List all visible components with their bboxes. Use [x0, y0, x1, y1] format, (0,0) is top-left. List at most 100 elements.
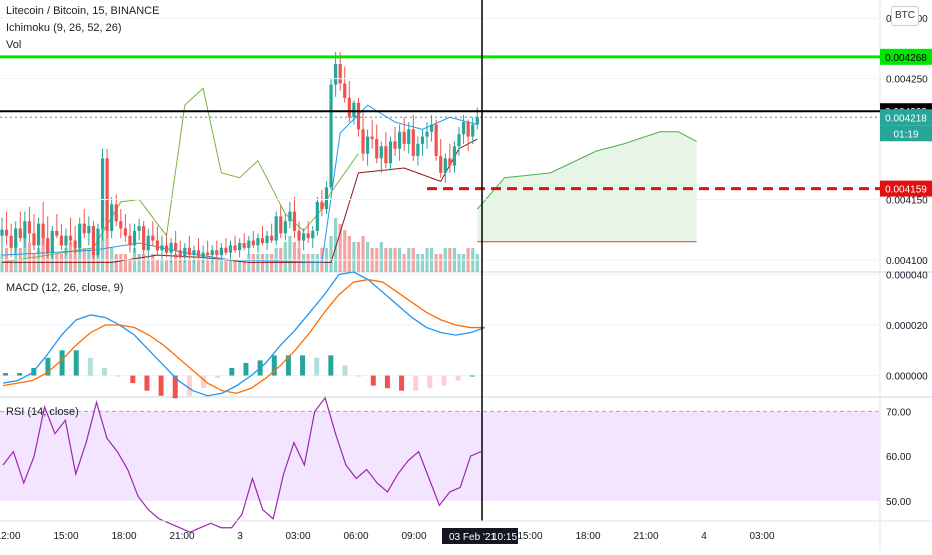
volume-bar — [164, 260, 169, 272]
candle-body — [68, 235, 73, 241]
volume-bar — [174, 254, 178, 272]
candle-body — [196, 250, 201, 258]
volume-bar — [151, 254, 155, 272]
macd-histogram-bar — [158, 375, 164, 396]
price-tick-label: 0.004250 — [886, 75, 928, 86]
macd-histogram-bar — [271, 355, 277, 376]
candle-body — [87, 226, 91, 234]
candle-body — [461, 122, 466, 135]
time-tick-label: 15:00 — [53, 531, 78, 542]
ichimoku-span-a — [476, 131, 697, 210]
volume-bar — [169, 260, 173, 272]
candle-body — [247, 240, 251, 248]
time-tick-label: 4 — [701, 531, 707, 542]
volume-bar — [233, 260, 237, 272]
volume-bar — [55, 254, 59, 272]
candle-body — [315, 201, 319, 231]
candle-body — [402, 131, 406, 144]
candle-body — [288, 211, 292, 222]
volume-bar — [9, 260, 13, 272]
volume-bar — [251, 254, 255, 272]
candle-body — [183, 247, 187, 258]
candle-body — [407, 129, 411, 144]
volume-bar — [416, 254, 420, 272]
macd-histogram-bar — [285, 355, 291, 376]
candle-body — [64, 235, 68, 246]
macd-histogram-bar — [144, 375, 150, 391]
volume-bar — [343, 230, 347, 272]
volume-bar — [196, 260, 201, 272]
time-tick-label: 06:00 — [343, 531, 368, 542]
candle-body — [224, 247, 228, 253]
candle-body — [279, 216, 283, 234]
candle-body — [292, 211, 297, 231]
candle-body — [146, 235, 150, 251]
candle-body — [78, 223, 82, 248]
candle-body — [233, 245, 237, 251]
macd-histogram-bar — [3, 373, 8, 376]
candle-body — [178, 250, 182, 258]
crosshair-date-label: 03 Feb '21 — [449, 532, 496, 543]
macd-histogram-bar — [399, 375, 405, 391]
macd-histogram-bar — [186, 375, 192, 396]
volume-bar — [242, 260, 246, 272]
candle-body — [338, 64, 342, 84]
candle-body — [132, 230, 137, 246]
candle-body — [334, 64, 338, 85]
candle-body — [41, 223, 45, 239]
volume-bar — [311, 254, 315, 272]
volume-bar — [59, 254, 64, 272]
currency-badge[interactable]: BTC — [891, 6, 919, 26]
candle-body — [466, 122, 470, 137]
price-label-box — [880, 48, 932, 65]
macd-histogram-bar — [342, 365, 348, 376]
candle-body — [206, 252, 210, 256]
candle-body — [425, 131, 429, 137]
candle-body — [100, 158, 105, 229]
volume-bar — [475, 254, 479, 272]
candle-body — [228, 245, 233, 253]
time-tick-label: 21:00 — [169, 531, 194, 542]
candle-body — [18, 228, 22, 239]
candle-body — [411, 129, 415, 156]
candle-body — [9, 235, 13, 248]
candle-body — [160, 245, 164, 251]
candle-body — [324, 187, 329, 210]
candle-body — [201, 252, 205, 258]
time-tick-label: 03:00 — [749, 531, 774, 542]
candle-body — [320, 201, 324, 210]
macd-legend[interactable]: MACD (12, 26, close, 9) — [6, 282, 124, 294]
volume-bar — [114, 254, 118, 272]
candle-body — [429, 124, 434, 132]
candle-body — [23, 221, 27, 239]
volume-bar — [292, 242, 297, 272]
candle-body — [137, 226, 141, 231]
crosshair-time-label: 10:15 — [492, 532, 517, 543]
ichimoku-legend[interactable]: Ichimoku (9, 26, 52, 26) — [6, 22, 122, 34]
price-tick-label: 0.004150 — [886, 195, 928, 206]
rsi-legend[interactable]: RSI (14, close) — [6, 406, 79, 418]
price-tick-label: 0.004100 — [886, 256, 928, 267]
ichimoku-cloud — [477, 131, 697, 242]
volume-bar — [338, 224, 342, 272]
candle-body — [306, 233, 310, 239]
macd-histogram-bar — [384, 375, 390, 389]
candle-body — [27, 221, 32, 234]
volume-bar — [379, 242, 383, 272]
candle-body — [397, 131, 402, 149]
volume-bar — [265, 254, 269, 272]
candle-body — [46, 238, 50, 253]
candle-body — [375, 139, 379, 159]
volume-bar — [302, 254, 306, 272]
time-tick-label: 12:00 — [0, 531, 21, 542]
candle-body — [347, 97, 351, 118]
volume-legend[interactable]: Vol — [6, 39, 22, 51]
volume-bar — [224, 260, 228, 272]
macd-histogram-bar — [73, 350, 79, 376]
volume-bar — [366, 242, 370, 272]
countdown-text: 01:19 — [893, 129, 918, 140]
macd-histogram-bar — [328, 355, 334, 376]
volume-bar — [123, 254, 127, 272]
